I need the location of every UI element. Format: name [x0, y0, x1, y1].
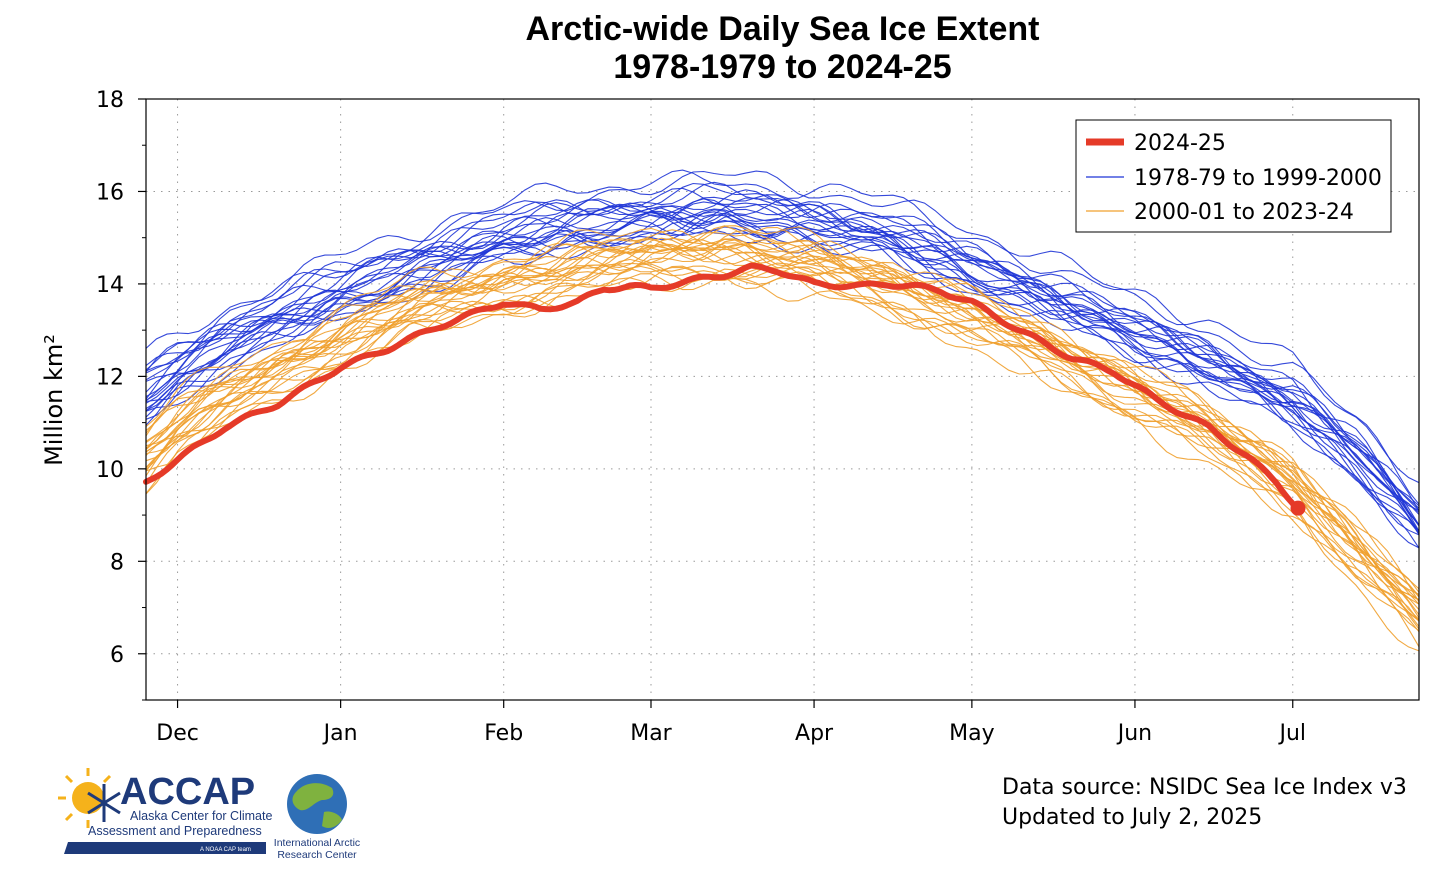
- y-tick-label: 14: [96, 273, 124, 298]
- y-tick-label: 18: [96, 88, 124, 113]
- axes: 6 8 10 12 14 16 18 Dec Jan Feb Mar Apr May Jun Jul: [96, 88, 1306, 746]
- y-tick-label: 6: [110, 643, 124, 668]
- ensemble-year-line: [145, 225, 1420, 619]
- ensemble-year-line: [145, 214, 1420, 532]
- accap-tag: A NOAA CAP team: [200, 847, 251, 853]
- legend: 2024-25 1978-79 to 1999-2000 2000-01 to …: [1075, 119, 1392, 233]
- plot-frame: [145, 98, 1420, 701]
- data-source-line: Data source: NSIDC Sea Ice Index v3: [1002, 775, 1407, 800]
- sun-icon: [58, 768, 112, 828]
- x-tick-label: May: [949, 721, 994, 746]
- series-current-line: [143, 262, 1301, 512]
- iarc-logo: International Arctic Research Center: [274, 774, 360, 861]
- accap-banner: [64, 842, 266, 854]
- x-tick-label: Feb: [484, 721, 523, 746]
- iarc-line2: Research Center: [277, 849, 357, 861]
- y-tick-label: 12: [96, 365, 124, 390]
- ensemble-year-line: [145, 220, 1420, 549]
- ensemble-year-line: [145, 211, 1420, 536]
- accap-logo: ACCAP Alaska Center for Climate Assessme…: [58, 768, 272, 854]
- y-tick-label: 10: [96, 458, 124, 483]
- y-axis-label: Million km²: [40, 334, 68, 466]
- accap-name: ACCAP: [120, 771, 255, 813]
- series-recent-lines: [145, 225, 1420, 652]
- ensemble-year-line: [145, 209, 1420, 534]
- series-early-lines: [145, 169, 1420, 549]
- ensemble-year-line: [145, 187, 1420, 511]
- y-tick-label: 8: [110, 550, 124, 575]
- legend-label-recent: 2000-01 to 2023-24: [1134, 200, 1354, 225]
- x-tick-label: Jul: [1277, 721, 1306, 746]
- y-tick-label: 16: [96, 180, 124, 205]
- ensemble-year-line: [145, 244, 1420, 602]
- x-tick-label: Dec: [156, 721, 199, 746]
- ensemble-year-line: [145, 269, 1420, 648]
- x-tick-label: Apr: [795, 721, 834, 746]
- chart-title-block: Arctic-wide Daily Sea Ice Extent 1978-19…: [146, 10, 1419, 86]
- ensemble-year-line: [145, 238, 1420, 622]
- ensemble-year-line: [145, 237, 1420, 598]
- data-source-note: Data source: NSIDC Sea Ice Index v3 Upda…: [1002, 773, 1407, 833]
- ensemble-year-line: [145, 237, 1420, 600]
- ensemble-year-line: [145, 189, 1420, 511]
- accap-line2: Assessment and Preparedness: [88, 824, 262, 838]
- ensemble-year-line: [145, 201, 1420, 526]
- x-tick-label: Mar: [630, 721, 672, 746]
- snowflake-icon: [87, 784, 121, 822]
- ensemble-year-line: [145, 208, 1420, 515]
- ensemble-year-line: [145, 169, 1420, 484]
- x-tick-label: Jan: [322, 721, 358, 746]
- legend-label-early: 1978-79 to 1999-2000: [1134, 166, 1382, 191]
- updated-line: Updated to July 2, 2025: [1002, 805, 1263, 830]
- iarc-line1: International Arctic: [274, 837, 360, 849]
- ensemble-year-line: [145, 238, 1420, 597]
- ensemble-year-line: [145, 170, 1420, 505]
- ensemble-year-line: [145, 210, 1420, 513]
- legend-label-current: 2024-25: [1134, 131, 1226, 156]
- ensemble-year-line: [145, 225, 1420, 593]
- ensemble-year-line: [145, 226, 1420, 603]
- ensemble-year-line: [145, 229, 1420, 595]
- accap-line1: Alaska Center for Climate: [130, 809, 272, 823]
- current-endpoint-marker: [1290, 500, 1306, 516]
- x-tick-label: Jun: [1116, 721, 1152, 746]
- chart-title: Arctic-wide Daily Sea Ice Extent: [525, 10, 1040, 48]
- chart-subtitle: 1978-1979 to 2024-25: [613, 48, 952, 86]
- series-current: [143, 262, 1306, 516]
- ensemble-year-line: [145, 194, 1420, 532]
- ensemble-year-line: [145, 237, 1420, 601]
- globe-icon: [287, 774, 347, 834]
- legend-box: [1075, 119, 1392, 233]
- ensemble-year-line: [145, 229, 1420, 590]
- ensemble-year-line: [145, 181, 1420, 526]
